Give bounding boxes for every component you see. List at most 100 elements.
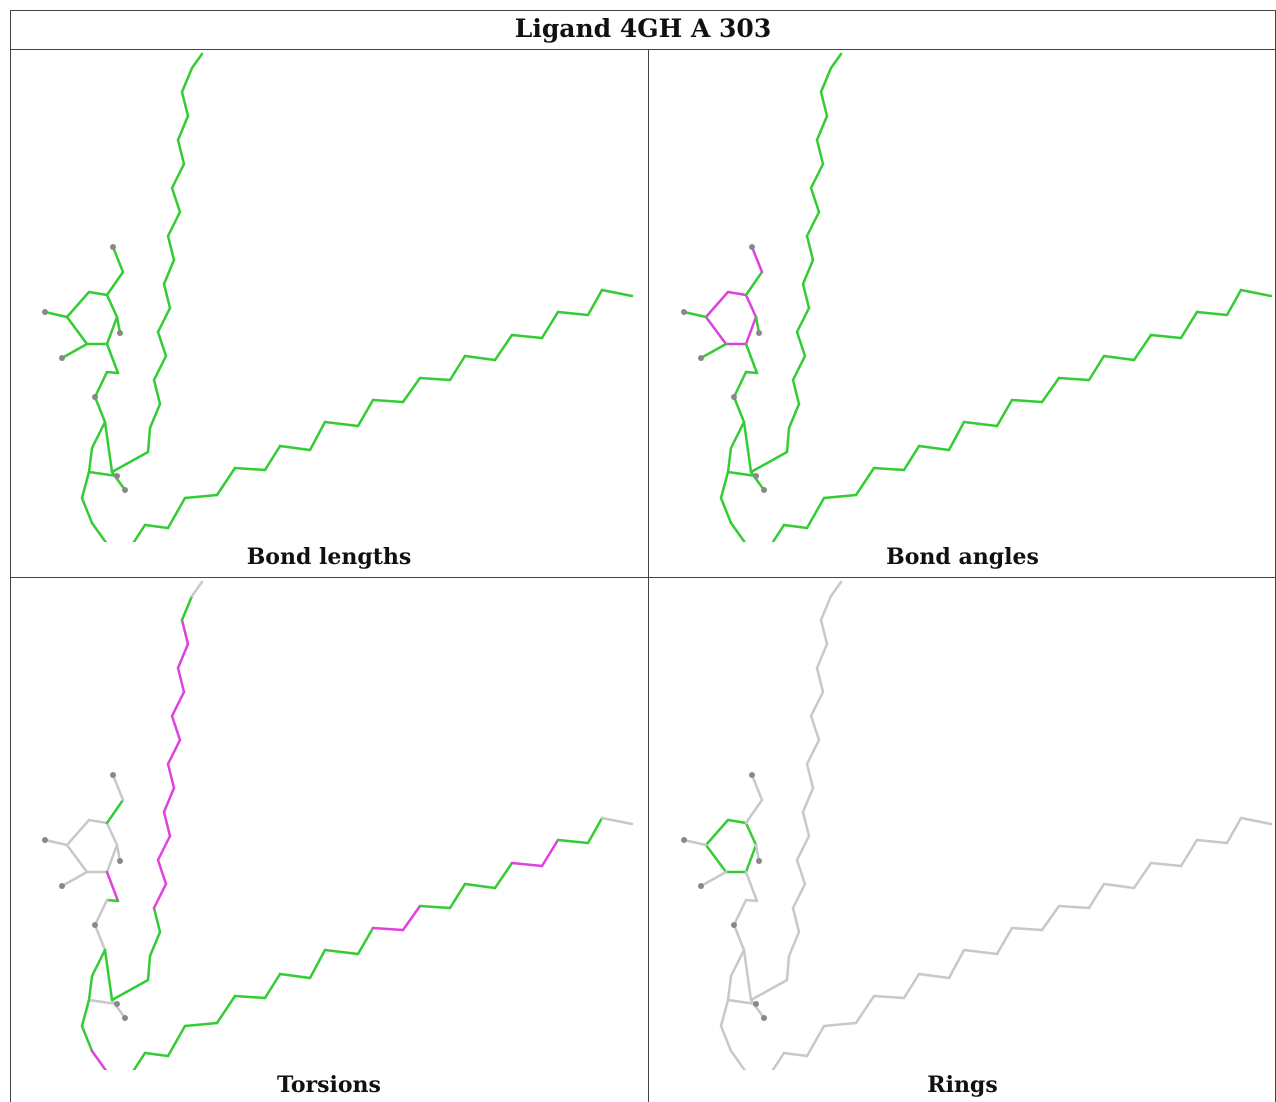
bond	[729, 948, 746, 978]
caption-rings: Rings	[927, 1072, 998, 1098]
bond	[729, 1049, 747, 1070]
chain-bond-up	[170, 186, 182, 214]
bond	[750, 245, 764, 274]
bond	[782, 1051, 809, 1058]
bond	[744, 798, 764, 825]
chain-bond-right	[371, 398, 405, 404]
chain-bond-up	[166, 762, 176, 790]
chain-bond-up	[819, 618, 829, 646]
bond	[682, 838, 708, 847]
bond	[771, 523, 786, 542]
chain-bond-up	[156, 858, 168, 886]
chain-bond-up	[180, 90, 190, 118]
bond	[742, 948, 753, 1002]
chain-bond-right	[166, 496, 187, 530]
bond	[682, 310, 708, 319]
bond	[105, 342, 120, 375]
chain-bond-right	[1040, 376, 1061, 404]
chain-bond-up	[162, 282, 172, 310]
chain-bond-up	[815, 642, 829, 670]
chain-bond-right	[1010, 398, 1044, 404]
ring-bond	[105, 315, 119, 346]
chain-bond-up	[156, 834, 172, 862]
chain-bond-up	[162, 786, 176, 814]
bond	[744, 870, 759, 903]
bond	[749, 978, 789, 1002]
ring-bond	[744, 315, 758, 346]
hydrogen-atom	[749, 244, 755, 250]
hydrogen-atom	[92, 922, 98, 928]
bond	[143, 523, 170, 530]
chain-bond-right	[1040, 904, 1061, 932]
chain-bond-up	[791, 906, 801, 934]
chain-bond-up	[162, 258, 176, 286]
chain-bond-up	[809, 690, 825, 718]
hydrogen-atom	[681, 309, 687, 315]
chain-bond-up	[176, 138, 186, 166]
molecule-bond-lengths	[42, 52, 634, 542]
chain-bond-up	[815, 114, 829, 142]
panel-bond-angles: Bond angles	[649, 50, 1276, 577]
chain-bond-up	[815, 666, 825, 694]
ring-bond	[87, 818, 109, 825]
chain-bond-right	[872, 994, 906, 1000]
bond	[105, 270, 125, 297]
chain-bond-right	[510, 861, 544, 868]
chain-bond-right	[463, 354, 497, 362]
chain-bond-up	[795, 330, 807, 358]
bond	[110, 450, 150, 474]
bond	[143, 1051, 170, 1058]
chain-bond-right	[183, 1021, 219, 1028]
chain-bond-up	[170, 162, 186, 190]
bond	[729, 420, 746, 450]
bond	[146, 426, 152, 454]
chain-bond-right	[356, 926, 375, 956]
hydrogen-atom	[59, 883, 65, 889]
hydrogen-atom	[110, 244, 116, 250]
bond	[93, 898, 109, 927]
ring-bond	[105, 821, 119, 847]
chain-bond-right	[1102, 354, 1136, 362]
bond	[744, 270, 764, 297]
bond	[744, 370, 759, 375]
ring-bond	[105, 843, 119, 874]
chain-bond-right	[1010, 926, 1044, 932]
bond	[732, 370, 748, 399]
hydrogen-atom	[110, 772, 116, 778]
bond	[732, 898, 748, 927]
chain-bond-up	[190, 580, 204, 598]
chain-bond-up	[795, 858, 807, 886]
chain-bond-right	[1149, 861, 1183, 868]
hydrogen-atom	[681, 837, 687, 843]
chain-bond-right	[1132, 333, 1153, 362]
chain-bond-up	[152, 354, 168, 382]
bond	[750, 773, 764, 802]
ring-bond	[704, 290, 730, 319]
hydrogen-atom	[122, 1015, 128, 1021]
chain-bond-up	[795, 306, 811, 334]
chain-bond-up	[805, 210, 821, 238]
bond	[93, 923, 107, 952]
hydrogen-atom	[92, 394, 98, 400]
bond	[105, 798, 125, 825]
chain-bond-right	[371, 926, 405, 932]
ring-bond	[744, 843, 758, 874]
chain-bond-up	[801, 810, 811, 838]
ring-bond	[704, 818, 730, 847]
molecule-torsions	[42, 580, 634, 1070]
bond	[90, 948, 107, 978]
bond	[105, 898, 120, 903]
chain-bond-up	[176, 666, 186, 694]
hydrogen-atom	[122, 487, 128, 493]
bond	[90, 420, 107, 450]
chain-bond-right	[493, 333, 514, 362]
bond	[80, 470, 91, 500]
bond	[726, 998, 758, 1006]
chain-bond-up	[152, 906, 162, 934]
ring-bond	[65, 818, 91, 847]
chain-bond-right	[463, 882, 497, 890]
chain-bond-up	[791, 378, 801, 406]
chain-bond-right	[278, 444, 312, 452]
ring-bond	[704, 315, 728, 346]
bond	[43, 310, 69, 319]
